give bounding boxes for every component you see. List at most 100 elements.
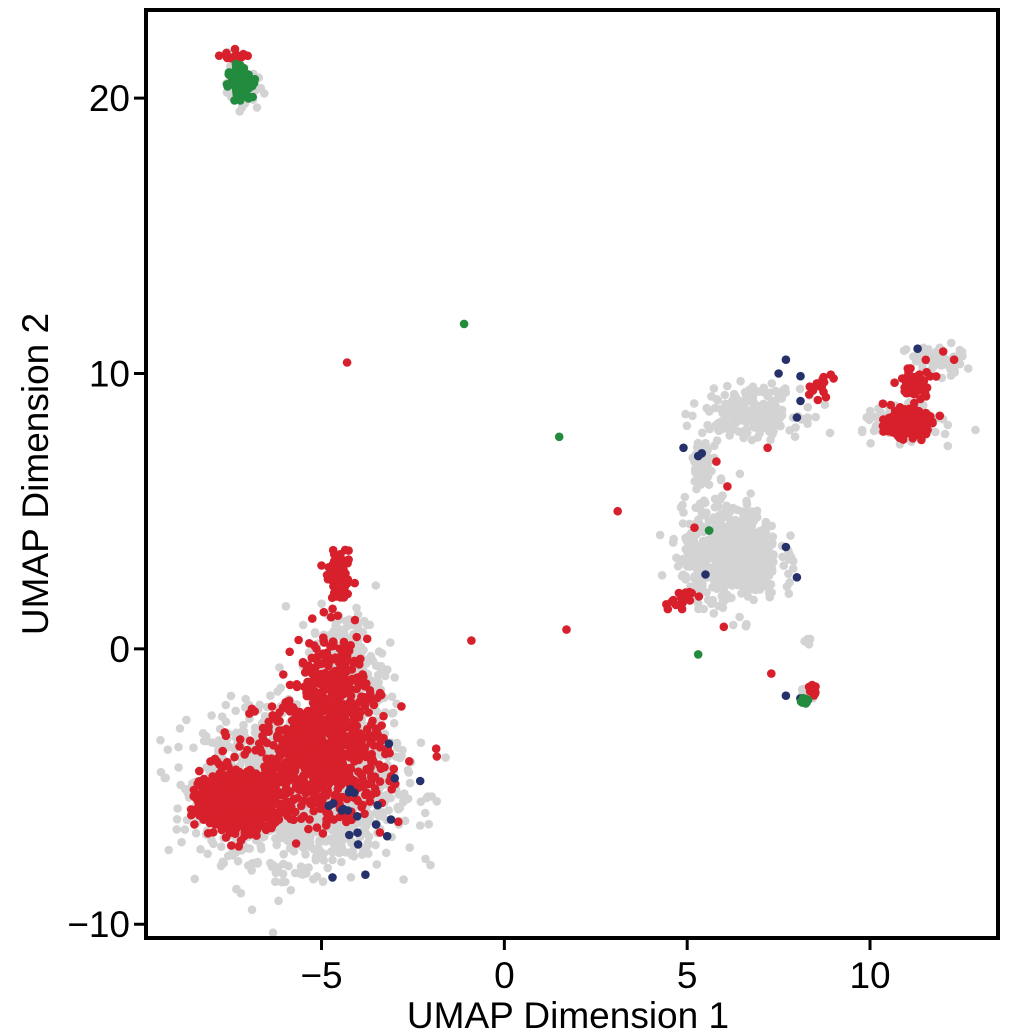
point-background_cells (857, 427, 867, 437)
point-background_cells (189, 743, 198, 752)
point-background_cells (247, 905, 257, 915)
point-background_cells (710, 441, 719, 451)
point-red (312, 823, 322, 832)
point-background_cells (330, 843, 340, 853)
point-red (318, 829, 328, 838)
point-background_cells (346, 873, 356, 882)
point-background_cells (946, 338, 956, 348)
point-background_cells (380, 670, 390, 680)
point-background_cells (655, 530, 665, 540)
point-background_cells (737, 589, 746, 598)
point-background_cells (415, 821, 425, 830)
point-background_cells (755, 572, 765, 582)
point-background_cells (762, 401, 772, 411)
point-background_cells (203, 849, 212, 859)
point-background_cells (227, 849, 236, 859)
point-red (221, 731, 231, 741)
point-red (230, 752, 239, 762)
point-red (215, 769, 224, 778)
point-red (227, 841, 236, 850)
point-background_cells (266, 691, 275, 700)
point-background_cells (708, 572, 717, 582)
point-background_cells (681, 409, 690, 419)
point-background_cells (694, 515, 703, 524)
point-background_cells (323, 863, 333, 873)
point-background_cells (209, 839, 218, 849)
point-background_cells (750, 408, 759, 417)
point-background_cells (329, 836, 338, 846)
point-background_cells (733, 395, 743, 405)
point-background_cells (421, 854, 430, 864)
point-background_cells (163, 745, 173, 754)
point-background_cells (717, 492, 726, 501)
point-background_cells (301, 850, 310, 859)
point-background_cells (668, 538, 678, 547)
point-background_cells (739, 511, 748, 521)
point-background_cells (219, 858, 229, 868)
point-red (238, 793, 248, 803)
point-background_cells (790, 432, 800, 442)
point-background_cells (256, 844, 266, 854)
point-red (264, 799, 274, 809)
point-background_cells (745, 553, 754, 562)
point-background_cells (749, 517, 759, 526)
point-background_cells (731, 418, 741, 427)
point-background_cells (275, 663, 284, 672)
point-background_cells (734, 427, 743, 436)
point-background_cells (333, 823, 343, 832)
point-background_cells (760, 533, 769, 543)
point-background_cells (289, 847, 299, 856)
point-background_cells (720, 588, 729, 597)
point-red (216, 817, 225, 826)
point-background_cells (301, 866, 310, 876)
point-background_cells (684, 532, 693, 541)
point-background_cells (420, 808, 430, 818)
point-background_cells (709, 384, 719, 393)
point-background_cells (741, 429, 751, 438)
point-red (245, 768, 254, 777)
point-background_cells (364, 832, 374, 841)
point-red (379, 711, 388, 721)
point-background_cells (202, 736, 211, 746)
point-background_cells (372, 807, 381, 817)
point-background_cells (328, 855, 337, 865)
point-background_cells (404, 768, 414, 777)
point-background_cells (931, 427, 940, 437)
point-background_cells (386, 793, 395, 803)
point-background_cells (387, 692, 397, 701)
point-red (264, 810, 273, 820)
point-background_cells (271, 868, 281, 878)
point-background_cells (795, 384, 805, 394)
point-background_cells (716, 404, 726, 414)
point-red (222, 813, 232, 822)
point-background_cells (236, 888, 246, 898)
point-background_cells (281, 602, 291, 611)
point-background_cells (740, 540, 750, 550)
point-background_cells (692, 484, 701, 494)
point-background_cells (788, 564, 798, 573)
point-background_cells (771, 405, 780, 414)
point-background_cells (309, 874, 318, 884)
point-background_cells (717, 566, 726, 575)
point-background_cells (750, 399, 759, 409)
point-background_cells (729, 577, 739, 587)
point-background_cells (748, 526, 757, 536)
point-background_cells (737, 406, 746, 415)
point-background_cells (377, 649, 387, 658)
point-background_cells (767, 423, 777, 433)
point-background_cells (252, 103, 262, 112)
point-background_cells (784, 589, 794, 598)
point-background_cells (241, 694, 250, 704)
point-background_cells (716, 474, 726, 483)
point-background_cells (677, 571, 687, 581)
point-red (234, 783, 243, 792)
point-red (208, 779, 217, 788)
point-background_cells (703, 469, 712, 478)
point-background_cells (698, 428, 707, 438)
point-background_cells (315, 837, 324, 847)
point-background_cells (742, 499, 752, 509)
point-red (222, 757, 232, 767)
point-background_cells (963, 364, 973, 373)
point-background_cells (371, 840, 380, 850)
point-background_cells (791, 423, 800, 432)
